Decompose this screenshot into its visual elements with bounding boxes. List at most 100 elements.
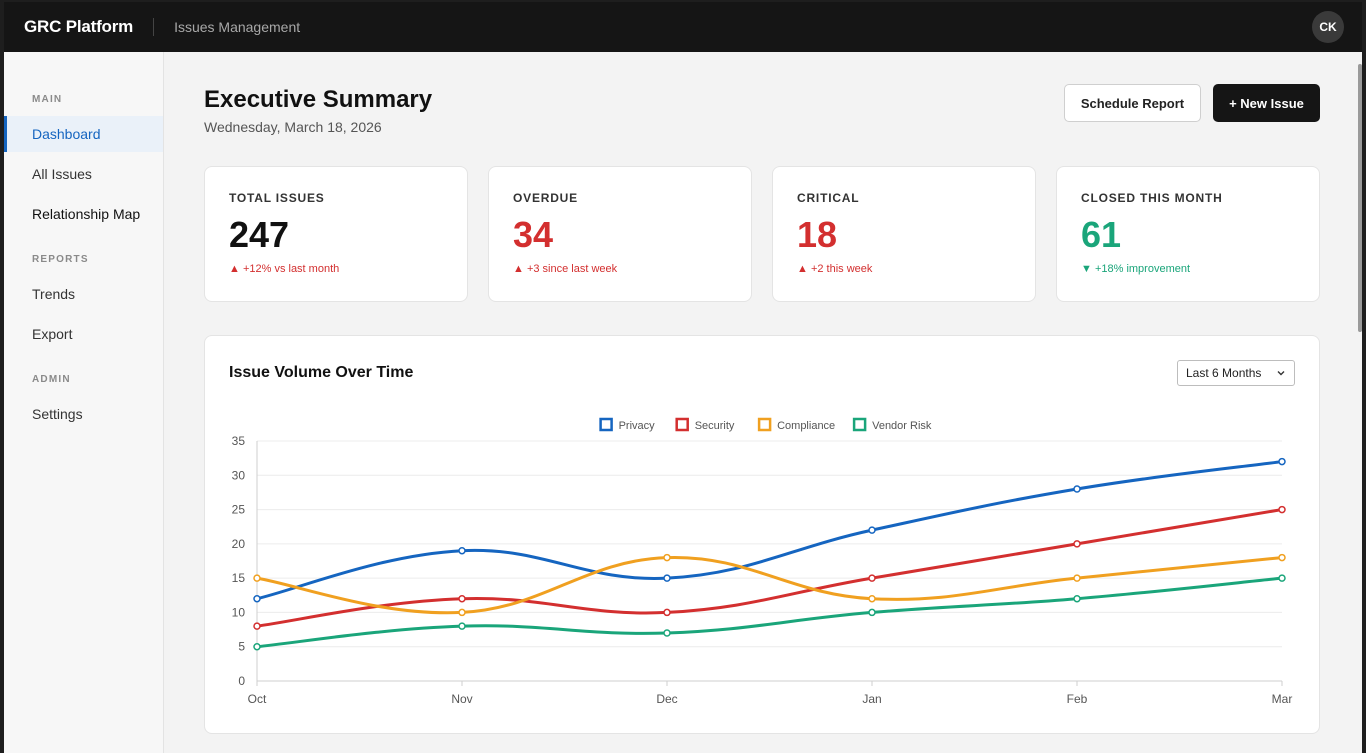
kpi-delta: ▲ +3 since last week: [513, 263, 618, 275]
sidebar-item-label: Relationship Map: [32, 206, 141, 222]
data-point: [1278, 574, 1286, 582]
y-tick-label: 15: [232, 571, 246, 585]
scrollbar[interactable]: [1358, 64, 1362, 332]
user-avatar[interactable]: CK: [1312, 11, 1344, 43]
schedule-report-button[interactable]: Schedule Report: [1064, 84, 1201, 122]
data-point: [1073, 540, 1081, 548]
legend-swatch: [852, 417, 867, 432]
legend-label: Security: [695, 420, 735, 432]
legend-label: Vendor Risk: [872, 420, 932, 432]
nav-group-main: MAIN: [32, 94, 63, 105]
y-tick-label: 10: [232, 605, 246, 619]
section-title: Issues Management: [174, 19, 301, 35]
data-point: [458, 594, 466, 603]
kpi-label: TOTAL ISSUES: [229, 191, 325, 205]
data-point: [868, 574, 876, 582]
data-point: [1073, 574, 1081, 582]
sidebar-item-dashboard[interactable]: Dashboard: [4, 116, 163, 152]
kpi-label: CLOSED THIS MONTH: [1081, 191, 1223, 205]
data-point: [868, 608, 876, 617]
data-point: [663, 629, 671, 637]
line-chart: 0 5 10 15 20 25 30 35 Oct Nov Dec Jan Feb Mar Privacy S…: [232, 417, 1293, 706]
page-date: Wednesday, March 18, 2026: [204, 119, 382, 135]
nav-group-reports: REPORTS: [32, 254, 89, 265]
top-bar: GRC Platform Issues Management CK: [4, 2, 1362, 52]
brand-divider: [153, 18, 155, 36]
sidebar-item-label: Dashboard: [32, 126, 101, 142]
kpi-label: OVERDUE: [513, 191, 578, 205]
sidebar-item-trends[interactable]: Trends: [4, 276, 163, 312]
legend-swatch: [599, 417, 613, 432]
data-point: [1278, 553, 1286, 562]
kpi-delta: ▲ +2 this week: [797, 263, 873, 275]
kpi-value: 247: [229, 214, 290, 255]
kpi-card-closed-this-month: CLOSED THIS MONTH 61 ▼ +18% improvement: [1056, 166, 1320, 302]
x-tick-label: Feb: [1067, 692, 1088, 706]
kpi-value: 18: [797, 214, 838, 255]
sidebar-item-all-issues[interactable]: All Issues: [4, 156, 163, 192]
data-point: [253, 622, 261, 630]
issue-volume-chart-card: Issue Volume Over Time Last 6 Months 0 5 1…: [204, 335, 1320, 734]
y-tick-label: 5: [238, 640, 245, 654]
data-point: [458, 546, 466, 555]
kpi-card-critical: CRITICAL 18 ▲ +2 this week: [772, 166, 1036, 302]
data-point: [663, 574, 671, 582]
nav-group-admin: ADMIN: [32, 374, 71, 385]
legend-label: Compliance: [777, 420, 835, 432]
y-tick-label: 20: [232, 537, 246, 551]
sidebar-item-relationship-map[interactable]: Relationship Map: [4, 196, 163, 232]
kpi-card-overdue: OVERDUE 34 ▲ +3 since last week: [488, 166, 752, 302]
page-title: Executive Summary: [204, 86, 433, 113]
legend-swatch: [757, 417, 772, 432]
data-point: [663, 553, 671, 562]
chart-title: Issue Volume Over Time: [229, 364, 414, 381]
x-tick-label: Jan: [862, 692, 881, 706]
data-point: [253, 642, 261, 651]
legend-label: Privacy: [619, 420, 656, 432]
time-range-select[interactable]: Last 6 Months: [1177, 360, 1295, 386]
app-window: GRC Platform Issues Management CK MAIN D…: [4, 2, 1362, 753]
kpi-delta: ▼ +18% improvement: [1081, 263, 1191, 275]
sidebar-item-label: All Issues: [32, 166, 92, 182]
y-tick-label: 30: [232, 468, 246, 482]
x-tick-label: Nov: [451, 692, 472, 706]
kpi-delta: ▲ +12% vs last month: [229, 263, 340, 275]
kpi-label: CRITICAL: [797, 191, 860, 205]
sidebar-item-settings[interactable]: Settings: [4, 396, 163, 432]
y-tick-label: 25: [232, 503, 246, 517]
data-point: [1278, 457, 1286, 466]
series-line-security: [256, 508, 1283, 628]
time-range-value: Last 6 Months: [1186, 366, 1262, 380]
y-tick-label: 35: [232, 434, 246, 448]
series-line-vendor-risk: [256, 576, 1283, 649]
data-point: [663, 608, 671, 617]
series-line-privacy: [256, 460, 1283, 601]
sidebar-item-label: Settings: [32, 406, 83, 422]
data-point: [1073, 594, 1081, 603]
data-point: [253, 594, 261, 603]
data-point: [458, 608, 466, 617]
data-point: [458, 622, 466, 630]
x-tick-label: Mar: [1272, 692, 1293, 706]
brand-logo[interactable]: GRC Platform: [24, 17, 134, 36]
sidebar-item-export[interactable]: Export: [4, 316, 163, 352]
main-content: Executive Summary Wednesday, March 18, 2…: [164, 52, 1354, 753]
y-tick-label: 0: [238, 674, 245, 688]
kpi-value: 61: [1081, 214, 1122, 255]
data-point: [868, 594, 876, 603]
sidebar-item-label: Trends: [32, 286, 76, 302]
chevron-down-icon: [1277, 371, 1285, 376]
data-point: [1073, 485, 1081, 493]
kpi-value: 34: [513, 214, 554, 255]
data-point: [1278, 505, 1286, 514]
new-issue-button[interactable]: + New Issue: [1213, 84, 1320, 122]
sidebar-item-label: Export: [32, 326, 73, 342]
data-point: [868, 526, 876, 534]
legend-swatch: [675, 417, 689, 432]
data-point: [253, 574, 261, 582]
sidebar: MAIN Dashboard All Issues Relationship M…: [4, 52, 164, 753]
kpi-card-total-issues: TOTAL ISSUES 247 ▲ +12% vs last month: [204, 166, 468, 302]
series-line-compliance: [256, 556, 1283, 615]
x-tick-label: Dec: [656, 692, 677, 706]
x-tick-label: Oct: [248, 692, 267, 706]
